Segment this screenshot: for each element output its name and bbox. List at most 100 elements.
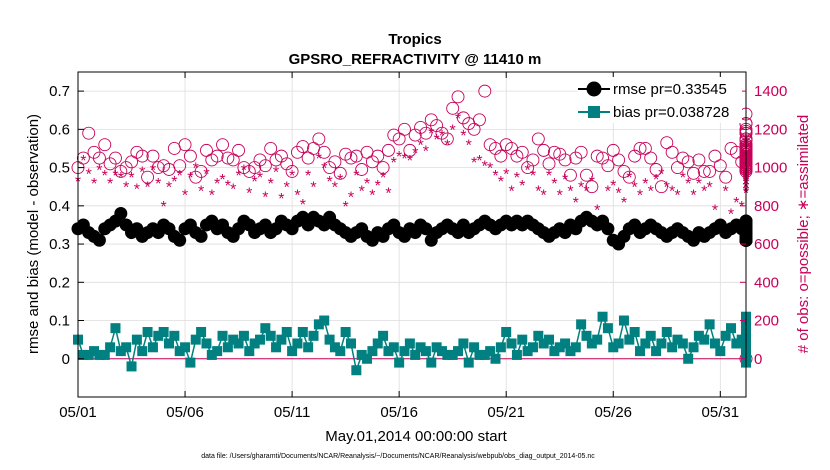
bias-point bbox=[147, 342, 158, 353]
obs-assimilated-point: * bbox=[278, 191, 284, 208]
bias-point bbox=[560, 338, 571, 349]
obs-assimilated-point: * bbox=[701, 184, 707, 201]
obs-possible-point bbox=[194, 164, 208, 178]
bias-point bbox=[313, 319, 324, 330]
y-left-tick-label: 0.7 bbox=[49, 83, 70, 100]
legend-rmse-label: rmse pr=0.33545 bbox=[613, 81, 727, 98]
obs-possible-point bbox=[622, 170, 636, 184]
obs-assimilated-point: * bbox=[305, 168, 311, 185]
bias-point bbox=[153, 330, 164, 341]
bias-point bbox=[420, 346, 431, 357]
obs-possible-point bbox=[296, 140, 310, 154]
bias-point bbox=[372, 338, 383, 349]
x-tick-label: 05/21 bbox=[487, 404, 525, 421]
obs-assimilated-point: * bbox=[690, 187, 696, 204]
y-right-tick-label: 800 bbox=[754, 198, 779, 215]
obs-possible-point bbox=[419, 126, 433, 140]
obs-possible-point bbox=[344, 151, 358, 165]
obs-assimilated-point: * bbox=[134, 182, 140, 199]
bias-point bbox=[378, 330, 389, 341]
y-right-tick-label: 1000 bbox=[754, 160, 787, 177]
obs-assimilated-point: * bbox=[471, 155, 477, 172]
obs-assimilated-point: * bbox=[198, 184, 204, 201]
bias-point bbox=[479, 349, 490, 360]
obs-possible-point bbox=[703, 164, 717, 178]
y-right-tick-label: 1400 bbox=[754, 83, 787, 100]
obs-assimilated-point: * bbox=[696, 176, 702, 193]
bias-point bbox=[340, 327, 351, 337]
bias-point bbox=[672, 334, 683, 345]
obs-possible-point bbox=[446, 101, 460, 115]
legend-box bbox=[578, 77, 742, 123]
obs-assimilated-point: * bbox=[541, 187, 547, 204]
obs-possible-point bbox=[585, 180, 599, 194]
obs-possible-point bbox=[210, 149, 224, 163]
obs-possible-point bbox=[398, 122, 411, 136]
bias-point bbox=[410, 349, 421, 360]
obs-possible-point bbox=[526, 153, 540, 167]
y-right-tick-label: 0 bbox=[754, 351, 762, 368]
bias-point bbox=[185, 357, 196, 368]
obs-possible-point bbox=[612, 153, 626, 167]
bias-point bbox=[715, 346, 726, 357]
bias-point bbox=[447, 349, 458, 360]
obs-assimilated-point: * bbox=[706, 180, 712, 197]
obs-assimilated-point: * bbox=[460, 128, 466, 145]
obs-assimilated-point: * bbox=[557, 187, 563, 204]
y-left-tick-label: 0.5 bbox=[49, 160, 70, 177]
bias-point bbox=[180, 342, 191, 353]
y-left-tick-label: 0.1 bbox=[49, 313, 70, 330]
obs-possible-point bbox=[558, 153, 572, 167]
obs-assimilated-point: * bbox=[353, 168, 359, 185]
bias-point bbox=[281, 327, 292, 337]
obs-possible-point bbox=[328, 155, 342, 169]
obs-possible-point bbox=[478, 84, 492, 98]
obs-assimilated-point: * bbox=[166, 180, 172, 197]
obs-assimilated-point: * bbox=[482, 159, 488, 176]
y-right-tick-label: 400 bbox=[754, 274, 779, 291]
obs-assimilated-point: * bbox=[310, 180, 316, 197]
obs-assimilated-point: * bbox=[653, 172, 659, 189]
bias-point bbox=[335, 346, 346, 357]
obs-possible-point bbox=[542, 157, 556, 171]
obs-assimilated-point: * bbox=[503, 166, 509, 183]
obs-possible-point bbox=[301, 151, 315, 165]
obs-possible-point bbox=[205, 153, 219, 167]
bias-point bbox=[431, 342, 442, 353]
bias-point bbox=[618, 315, 629, 326]
obs-assimilated-point: * bbox=[321, 161, 327, 178]
bias-point bbox=[426, 357, 437, 368]
obs-assimilated-point: * bbox=[91, 176, 97, 193]
obs-possible-point bbox=[339, 147, 353, 161]
obs-possible-point bbox=[537, 143, 551, 157]
bias-point bbox=[217, 330, 228, 341]
y-right-tick-label: 600 bbox=[754, 236, 779, 253]
obs-possible-point bbox=[403, 143, 417, 157]
obs-assimilated-point: * bbox=[407, 153, 413, 170]
bias-point bbox=[174, 346, 185, 357]
bias-point bbox=[94, 349, 105, 360]
obs-assimilated-point: * bbox=[219, 172, 225, 189]
obs-possible-point bbox=[494, 149, 508, 163]
obs-assimilated-point: * bbox=[487, 161, 493, 178]
bias-point bbox=[319, 315, 330, 326]
obs-assimilated-point: * bbox=[225, 178, 231, 195]
bias-point bbox=[158, 327, 169, 337]
obs-assimilated-point: * bbox=[230, 182, 236, 199]
obs-assimilated-point: * bbox=[391, 155, 397, 172]
obs-assimilated-point: * bbox=[615, 185, 621, 202]
bias-point bbox=[131, 334, 142, 345]
obs-assimilated-point: * bbox=[674, 187, 680, 204]
obs-possible-point bbox=[574, 145, 588, 159]
bias-point bbox=[383, 346, 394, 357]
obs-assimilated-point: * bbox=[144, 180, 150, 197]
bias-point bbox=[458, 338, 469, 349]
obs-assimilated-point: * bbox=[102, 168, 108, 185]
bias-point bbox=[206, 349, 217, 360]
obs-possible-point bbox=[135, 149, 149, 163]
obs-assimilated-point: * bbox=[626, 170, 632, 187]
obs-assimilated-point: * bbox=[128, 170, 134, 187]
bias-point bbox=[624, 334, 635, 345]
obs-assimilated-point: * bbox=[246, 185, 252, 202]
obs-assimilated-point: * bbox=[139, 164, 145, 181]
